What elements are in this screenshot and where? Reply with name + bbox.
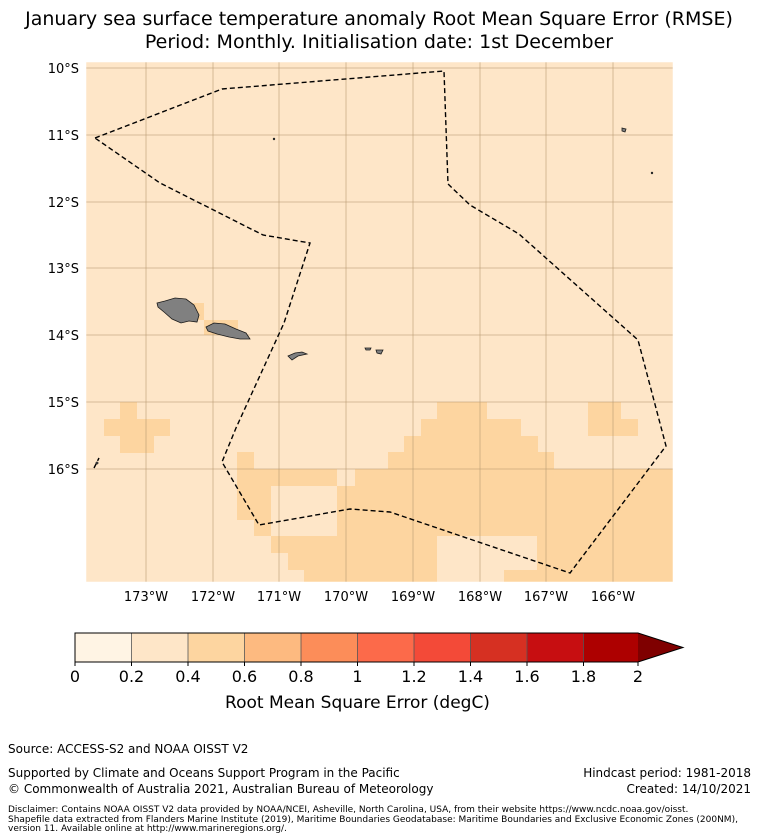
lon-tick-label: 170°W xyxy=(324,590,368,605)
lat-tick-label: 12°S xyxy=(48,196,79,211)
colorbar-outline xyxy=(74,632,685,663)
lat-axis-labels: 10°S 11°S 12°S 13°S 14°S 15°S 16°S xyxy=(48,62,79,478)
lat-tick-label: 14°S xyxy=(48,329,79,344)
rmse-cell-east xyxy=(588,402,621,419)
gridlines xyxy=(86,62,673,582)
lon-tick-label: 171°W xyxy=(257,590,301,605)
ofu-island xyxy=(364,347,372,351)
rmse-cell-west xyxy=(120,436,154,453)
created-date-text: Created: 14/10/2021 xyxy=(626,782,751,796)
colorbar-label: Root Mean Square Error (degC) xyxy=(225,693,490,713)
islet xyxy=(272,137,276,141)
colorbar-ticks xyxy=(74,662,639,666)
colorbar-swatch xyxy=(527,633,584,662)
rmse-low-cell xyxy=(437,536,537,570)
colorbar-tick-label: 1.8 xyxy=(571,667,596,686)
upolu-island xyxy=(205,322,251,340)
colorbar-swatch xyxy=(244,633,301,662)
lon-tick-label: 166°W xyxy=(591,590,635,605)
rmse-cell-west xyxy=(104,419,170,436)
eez-boundaries xyxy=(93,70,667,574)
rmse-low-cell xyxy=(437,570,504,582)
lat-tick-label: 16°S xyxy=(48,463,79,478)
colorbar-tick-label: 1.4 xyxy=(458,667,483,686)
colorbar-extend-arrow xyxy=(638,633,683,662)
colorbar-tick-label: 0 xyxy=(70,667,80,686)
colorbar-tick-label: 2 xyxy=(633,667,643,686)
islands xyxy=(95,127,654,465)
rmse-cell-west xyxy=(120,402,137,419)
colorbar-swatch xyxy=(357,633,414,662)
colorbar-tick-label: 0.4 xyxy=(175,667,200,686)
rmse-low-cell xyxy=(271,486,337,536)
chart-title: January sea surface temperature anomaly … xyxy=(25,8,733,30)
colorbar-swatch xyxy=(131,633,188,662)
lon-tick-label: 167°W xyxy=(524,590,568,605)
colorbar-swatch xyxy=(470,633,527,662)
colorbar-tick-label: 1 xyxy=(352,667,362,686)
support-text: Supported by Climate and Oceans Support … xyxy=(8,766,400,780)
source-text: Source: ACCESS-S2 and NOAA OISST V2 xyxy=(8,742,249,756)
colorbar-swatch xyxy=(414,633,471,662)
colorbar-swatch xyxy=(75,633,132,662)
colorbar-tick-label: 1.6 xyxy=(514,667,539,686)
islet xyxy=(95,461,99,465)
hindcast-period-text: Hindcast period: 1981-2018 xyxy=(583,766,751,780)
colorbar: 0 0.2 0.4 0.6 0.8 1 1.2 1.4 1.6 1.8 2 xyxy=(70,632,685,686)
samoa-eez-boundary xyxy=(93,70,667,574)
lat-tick-label: 10°S xyxy=(48,62,79,77)
colorbar-swatch xyxy=(301,633,358,662)
lon-tick-label: 169°W xyxy=(391,590,435,605)
lon-tick-label: 173°W xyxy=(124,590,168,605)
colorbar-tick-labels: 0 0.2 0.4 0.6 0.8 1 1.2 1.4 1.6 1.8 2 xyxy=(70,667,643,686)
islet xyxy=(650,171,654,175)
colorbar-tick-label: 1.2 xyxy=(401,667,426,686)
colorbar-tick-label: 0.6 xyxy=(232,667,257,686)
colorbar-swatch xyxy=(188,633,245,662)
tau-island xyxy=(375,349,384,355)
savaii-island xyxy=(156,297,200,324)
rmse-low-cells xyxy=(271,486,537,582)
disclaimer-text: Disclaimer: Contains NOAA OISST V2 data … xyxy=(8,805,738,834)
colorbar-swatch xyxy=(583,633,640,662)
map-panel xyxy=(85,61,674,583)
swains-island xyxy=(621,127,627,133)
colorbar-tick-label: 0.2 xyxy=(119,667,144,686)
lon-axis-labels: 173°W 172°W 171°W 170°W 169°W 168°W 167°… xyxy=(124,590,635,605)
tutuila-island xyxy=(287,351,309,361)
copyright-text: © Commonwealth of Australia 2021, Austra… xyxy=(8,782,434,796)
lat-tick-label: 13°S xyxy=(48,262,79,277)
lon-tick-label: 172°W xyxy=(191,590,235,605)
boundary-stub xyxy=(93,457,100,469)
lat-tick-label: 11°S xyxy=(48,129,79,144)
chart-subtitle: Period: Monthly. Initialisation date: 1s… xyxy=(144,31,614,53)
map-frame xyxy=(85,61,674,583)
colorbar-tick-label: 0.8 xyxy=(288,667,313,686)
lon-tick-label: 168°W xyxy=(458,590,502,605)
colorbar-dividers xyxy=(131,633,584,662)
lat-tick-label: 15°S xyxy=(48,396,79,411)
